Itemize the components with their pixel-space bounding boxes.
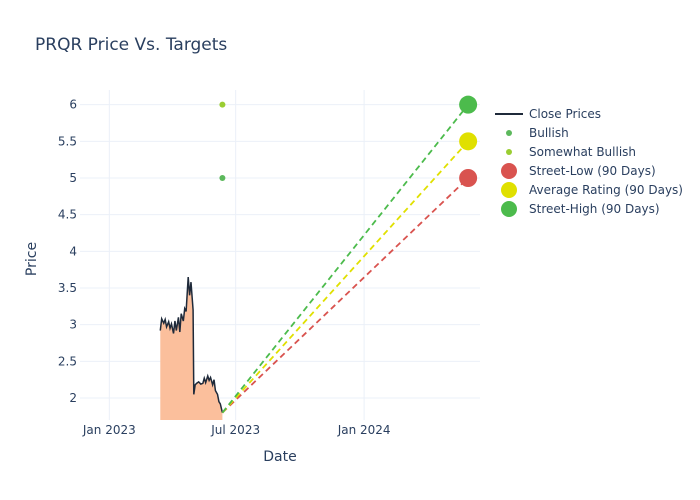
legend-label-average-rating: Average Rating (90 Days) — [529, 183, 683, 197]
x-axis-label: Date — [263, 449, 296, 465]
legend-label-somewhat-bullish: Somewhat Bullish — [529, 145, 636, 159]
street-high-target-line — [221, 104, 469, 414]
bullish-point — [219, 175, 226, 181]
x-tick-label-2: Jan 2024 — [337, 423, 391, 437]
y-tick-label-4: 4 — [69, 244, 77, 258]
close-price-area — [160, 277, 223, 420]
legend-marker-street-low — [501, 163, 517, 179]
street-low-target-line — [221, 177, 469, 414]
plot-area — [159, 95, 478, 420]
y-tick-label-3: 3.5 — [58, 281, 77, 295]
y-tick-label-0: 2 — [69, 391, 77, 405]
close-price-line — [159, 276, 224, 413]
legend-marker-somewhat-bullish — [506, 149, 512, 155]
y-tick-label-2: 3 — [69, 318, 77, 332]
average-rating-target-marker — [459, 132, 478, 151]
axis-ticks: 2 2.5 3 3.5 4 4.5 5 5.5 6 Jan 2023 Jul 2023 Jan 202… — [58, 98, 391, 437]
legend-marker-street-high — [501, 201, 517, 217]
y-tick-label-5: 4.5 — [58, 208, 77, 222]
legend-label-bullish: Bullish — [529, 126, 569, 140]
legend-label-street-low: Street-Low (90 Days) — [529, 164, 656, 178]
y-tick-label-1: 2.5 — [58, 354, 77, 368]
chart-title: PRQR Price Vs. Targets — [35, 35, 227, 55]
x-tick-label-1: Jul 2023 — [210, 423, 260, 437]
legend[interactable]: Close Prices Bullish Somewhat Bullish St… — [495, 107, 683, 217]
legend-item-street-high[interactable]: Street-High (90 Days) — [501, 201, 660, 217]
y-tick-label-8: 6 — [69, 98, 77, 112]
grid — [80, 90, 480, 420]
y-axis-label: Price — [24, 242, 40, 276]
legend-item-bullish[interactable]: Bullish — [506, 126, 569, 140]
average-rating-target-line — [221, 140, 469, 414]
legend-label-close-prices: Close Prices — [529, 107, 601, 121]
x-tick-label-0: Jan 2023 — [82, 423, 136, 437]
y-tick-label-6: 5 — [69, 171, 77, 185]
somewhat-bullish-point — [219, 101, 226, 108]
y-tick-label-7: 5.5 — [58, 134, 77, 148]
legend-item-street-low[interactable]: Street-Low (90 Days) — [501, 163, 656, 179]
legend-marker-average-rating — [501, 182, 517, 198]
legend-marker-bullish — [506, 130, 512, 136]
legend-item-close-prices[interactable]: Close Prices — [495, 107, 601, 121]
legend-item-average-rating[interactable]: Average Rating (90 Days) — [501, 182, 683, 198]
street-low-target-marker — [459, 169, 478, 187]
legend-label-street-high: Street-High (90 Days) — [529, 202, 660, 216]
legend-item-somewhat-bullish[interactable]: Somewhat Bullish — [506, 145, 636, 159]
street-high-target-marker — [459, 95, 478, 114]
